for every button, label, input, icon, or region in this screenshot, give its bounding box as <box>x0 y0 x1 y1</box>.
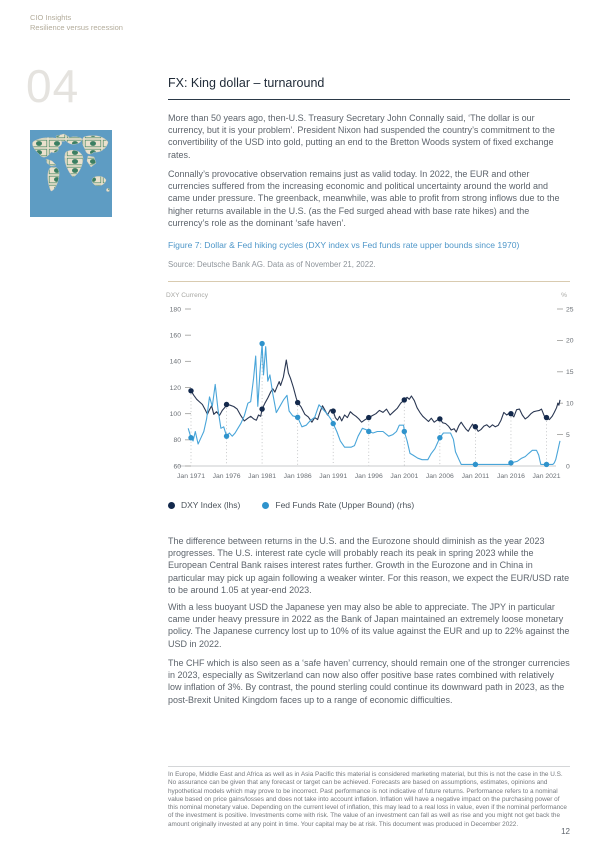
footer-divider <box>168 766 570 767</box>
x-tick-label: Jan 1996 <box>355 473 383 480</box>
left-tick-label: 100 <box>170 411 182 418</box>
left-tick-label: 60 <box>173 463 181 470</box>
dxy-marker-dot <box>543 414 550 421</box>
footer-disclaimer: In Europe, Middle East and Africa as wel… <box>168 771 567 828</box>
fed-funds-marker-dot <box>188 435 194 441</box>
fed-funds-marker-dot <box>259 340 265 347</box>
page-number: 12 <box>561 827 570 836</box>
chart-legend: DXY Index (lhs) Fed Funds Rate (Upper Bo… <box>168 500 414 510</box>
legend-label-dxy: DXY Index (lhs) <box>181 500 241 510</box>
page-header: CIO Insights Resilience versus recession <box>30 13 123 33</box>
dxy-marker-dot <box>401 397 407 403</box>
x-tick-label: Jan 1981 <box>248 473 276 480</box>
legend-item-dxy: DXY Index (lhs) <box>168 500 240 510</box>
dxy-marker-dot <box>508 410 514 417</box>
dxy-legend-dot-icon <box>168 501 175 509</box>
right-tick-label: 0 <box>566 463 570 470</box>
figure-divider <box>168 281 570 282</box>
paragraph-3: The difference between returns in the U.… <box>168 536 570 595</box>
figure-source: Source: Deutsche Bank AG. Data as of Nov… <box>168 260 376 269</box>
dxy-marker-dot <box>366 414 372 421</box>
right-tick-label: 10 <box>566 401 574 408</box>
figure-title: Figure 7: Dollar & Fed hiking cycles (DX… <box>168 240 520 250</box>
page-title: FX: King dollar – turnaround <box>168 76 570 100</box>
dxy-marker-dot <box>223 401 230 408</box>
world-map-image <box>30 130 112 217</box>
right-axis-caption: % <box>561 292 567 299</box>
fed-funds-line <box>187 342 561 465</box>
fed-funds-marker-dot <box>223 433 230 439</box>
fed-funds-marker-dot <box>472 461 479 468</box>
fed-funds-marker-dot <box>508 460 514 466</box>
left-tick-label: 160 <box>170 332 182 339</box>
left-tick-label: 80 <box>173 437 181 444</box>
paragraph-4: With a less buoyant USD the Japanese yen… <box>168 602 570 649</box>
right-tick-label: 25 <box>566 306 574 313</box>
fed-funds-marker-dot <box>330 420 336 427</box>
fed-funds-marker-dot <box>294 414 301 421</box>
left-tick-label: 140 <box>170 359 182 366</box>
dxy-marker-dot <box>188 388 194 394</box>
x-tick-label: Jan 1976 <box>213 473 241 480</box>
x-tick-label: Jan 2001 <box>390 473 418 480</box>
dxy-marker-dot <box>472 424 479 430</box>
legend-label-fedfunds: Fed Funds Rate (Upper Bound) (rhs) <box>275 500 415 510</box>
header-line1: CIO Insights <box>30 13 72 22</box>
fed-funds-marker-dot <box>401 428 407 435</box>
dxy-marker-dot <box>259 406 265 412</box>
right-tick-label: 5 <box>566 432 570 439</box>
x-tick-label: Jan 1991 <box>319 473 347 480</box>
legend-item-fedfunds: Fed Funds Rate (Upper Bound) (rhs) <box>262 500 414 510</box>
left-tick-label: 120 <box>170 385 182 392</box>
x-tick-label: Jan 1971 <box>177 473 205 480</box>
figure7-line-chart: DXY Currency % Jan 1971 Jan 1976 Jan 1981 Jan… <box>166 292 574 480</box>
fed-funds-marker-dot <box>366 428 372 435</box>
header-line2: Resilience versus recession <box>30 23 123 32</box>
x-tick-label: Jan 2021 <box>533 473 561 480</box>
fed-funds-marker-dot <box>543 461 550 468</box>
right-tick-label: 20 <box>566 338 574 345</box>
right-tick-label: 15 <box>566 369 574 376</box>
paragraph-2: Connally’s provocative observation remai… <box>168 169 560 228</box>
dxy-marker-dot <box>294 399 301 406</box>
x-tick-label: Jan 2006 <box>426 473 454 480</box>
x-tick-label: Jan 1986 <box>284 473 312 480</box>
paragraph-1: More than 50 years ago, then-U.S. Treasu… <box>168 113 555 160</box>
dxy-marker-dot <box>437 416 443 422</box>
fed-funds-marker-dot <box>437 435 443 441</box>
left-tick-label: 180 <box>170 306 182 313</box>
section-number: 04 <box>26 60 80 112</box>
x-tick-label: Jan 2011 <box>462 473 490 480</box>
fedfunds-legend-dot-icon <box>262 501 270 509</box>
left-axis-caption: DXY Currency <box>166 292 209 299</box>
paragraph-5: The CHF which is also seen as a ‘safe ha… <box>168 658 570 705</box>
x-tick-label: Jan 2016 <box>497 473 525 480</box>
world-map-graphic <box>30 130 112 217</box>
dxy-index-line <box>190 359 561 433</box>
dxy-marker-dot <box>330 408 336 414</box>
